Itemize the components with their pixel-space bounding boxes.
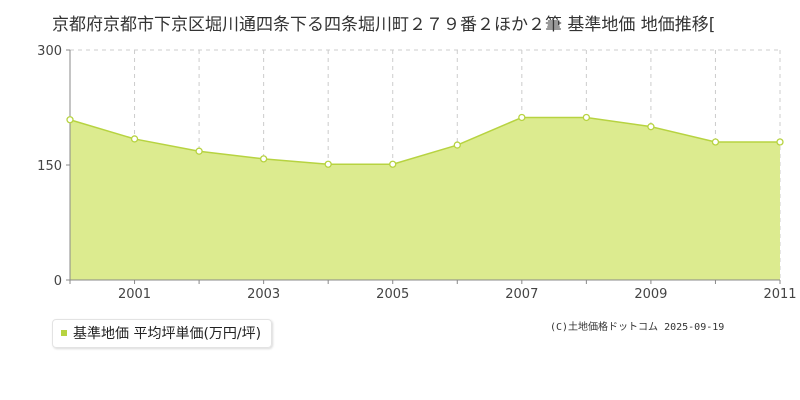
legend-label: 基準地価 平均坪単価(万円/坪)	[73, 326, 262, 342]
y-tick-label: 150	[37, 159, 62, 174]
x-tick-label: 2005	[376, 287, 409, 302]
data-point	[647, 123, 655, 131]
legend: 基準地価 平均坪単価(万円/坪)	[52, 319, 273, 348]
data-point	[259, 155, 268, 163]
data-point	[324, 160, 332, 168]
data-point	[518, 113, 526, 122]
data-point	[453, 141, 461, 149]
data-point	[711, 138, 720, 146]
y-tick-label: 0	[54, 274, 62, 289]
y-tick-label: 300	[37, 44, 62, 59]
x-tick-label: 2009	[634, 287, 667, 302]
x-tick-label: 2001	[118, 287, 151, 302]
tick-labels: 0 150 300 2001 2003 2005 2007 2009 2011	[37, 44, 796, 302]
legend-swatch	[61, 330, 67, 336]
x-tick-label: 2003	[247, 287, 280, 302]
chart-title: 京都府京都市下京区堀川通四条下る四条堀川町２７９番２ほか２筆 基準地価 地価推移…	[52, 15, 716, 35]
data-point	[776, 138, 784, 146]
data-point	[66, 116, 74, 124]
data-point	[195, 147, 203, 155]
data-point	[389, 160, 397, 168]
x-tick-label: 2011	[763, 287, 796, 302]
series-area-fill	[70, 117, 780, 280]
data-point	[130, 135, 139, 143]
copyright: (C)土地価格ドットコム 2025-09-19	[550, 322, 725, 333]
data-point	[582, 113, 591, 122]
data-points	[66, 113, 784, 168]
axes	[66, 49, 781, 284]
x-tick-label: 2007	[505, 287, 538, 302]
series-line	[69, 116, 780, 165]
